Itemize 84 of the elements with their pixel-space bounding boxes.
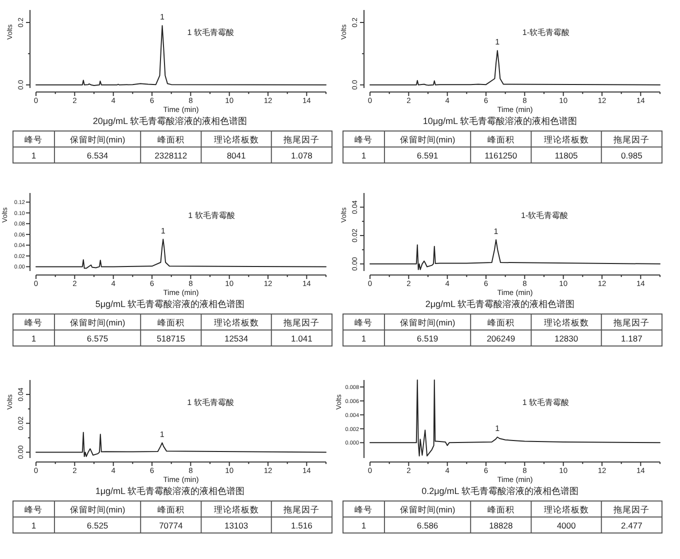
text: 0.985 bbox=[621, 150, 643, 160]
line-series bbox=[36, 432, 326, 458]
text: 保留时间(min) bbox=[70, 318, 126, 328]
annotation: 1 bbox=[494, 226, 499, 236]
text: 0.2μg/mL 软毛青霉酸溶液的液相色谱图 bbox=[422, 486, 578, 496]
annotation: 1 bbox=[495, 424, 500, 434]
line-series bbox=[370, 380, 660, 456]
text: 12534 bbox=[224, 334, 248, 344]
text: 理论塔板数 bbox=[544, 134, 589, 144]
text: 1 bbox=[361, 150, 366, 160]
text: 10μg/mL 软毛青霉酸溶液的液相色谱图 bbox=[422, 116, 578, 126]
text: 保留时间(min) bbox=[400, 318, 456, 328]
text: 1.187 bbox=[621, 334, 643, 344]
text: 理论塔板数 bbox=[544, 318, 589, 328]
text: 206249 bbox=[486, 334, 516, 344]
text: 70774 bbox=[159, 520, 183, 530]
annotation: 1-软毛青霉酸 bbox=[521, 210, 568, 220]
text: 峰号 bbox=[24, 318, 43, 328]
text: 保留时间(min) bbox=[70, 134, 126, 144]
annotation: 1 软毛青霉酸 bbox=[187, 28, 234, 37]
text: 6.525 bbox=[86, 520, 108, 530]
text: 5μg/mL 软毛青霉酸溶液的液相色谱图 bbox=[95, 299, 245, 309]
text: 1161250 bbox=[484, 150, 518, 160]
text: 1 bbox=[31, 520, 36, 530]
text: 6.586 bbox=[416, 520, 438, 530]
text: 保留时间(min) bbox=[70, 504, 126, 514]
line-series bbox=[36, 238, 326, 269]
annotation: 1 bbox=[160, 12, 166, 22]
text: 1.516 bbox=[291, 520, 313, 530]
text: 理论塔板数 bbox=[214, 134, 259, 144]
text: 拖尾因子 bbox=[612, 504, 650, 514]
text: 峰面积 bbox=[487, 318, 514, 328]
text: 518715 bbox=[156, 334, 186, 344]
text: 12830 bbox=[554, 334, 578, 344]
text: 11805 bbox=[554, 150, 578, 160]
text: 8041 bbox=[226, 150, 246, 160]
text: 拖尾因子 bbox=[282, 134, 320, 144]
text: 理论塔板数 bbox=[214, 318, 259, 328]
text: 峰面积 bbox=[157, 318, 184, 328]
text: 拖尾因子 bbox=[612, 134, 650, 144]
line-series bbox=[36, 25, 326, 86]
text: 1 bbox=[31, 334, 36, 344]
text: 峰号 bbox=[24, 504, 43, 514]
text: 1 bbox=[31, 150, 36, 160]
text: 6.591 bbox=[416, 150, 438, 160]
text: 1 bbox=[361, 334, 366, 344]
text: 1μg/mL 软毛青霉酸溶液的液相色谱图 bbox=[95, 486, 245, 496]
text: 6.575 bbox=[86, 334, 108, 344]
text: 峰号 bbox=[24, 134, 43, 144]
annotation: 1 bbox=[160, 226, 166, 236]
annotation: 1 bbox=[160, 430, 165, 439]
text: 峰面积 bbox=[487, 134, 514, 144]
text: 拖尾因子 bbox=[282, 504, 320, 514]
text: 峰面积 bbox=[157, 504, 184, 514]
text: 13103 bbox=[224, 520, 248, 530]
text: 理论塔板数 bbox=[214, 504, 259, 514]
text: 2.477 bbox=[621, 520, 643, 530]
text: 1 bbox=[361, 520, 366, 530]
annotation: 1-软毛青霉酸 bbox=[522, 28, 570, 37]
text: 峰面积 bbox=[487, 504, 514, 514]
text: 峰号 bbox=[354, 134, 373, 144]
text: 理论塔板数 bbox=[544, 504, 589, 514]
text: 1.041 bbox=[291, 334, 313, 344]
line-series bbox=[370, 239, 660, 270]
text: 6.534 bbox=[86, 150, 108, 160]
annotation: 1 bbox=[495, 38, 500, 47]
text: 保留时间(min) bbox=[400, 134, 456, 144]
text: 1.078 bbox=[291, 150, 313, 160]
text: 保留时间(min) bbox=[400, 504, 456, 514]
text: 2μg/mL 软毛青霉酸溶液的液相色谱图 bbox=[425, 299, 575, 309]
text: 拖尾因子 bbox=[282, 318, 320, 328]
annotation: 1 软毛青霉酸 bbox=[188, 210, 235, 220]
text: 6.519 bbox=[416, 334, 438, 344]
text: 峰号 bbox=[354, 504, 373, 514]
text: 18828 bbox=[489, 520, 513, 530]
text: 2328112 bbox=[154, 150, 188, 160]
text: 拖尾因子 bbox=[612, 318, 650, 328]
line-series bbox=[370, 50, 660, 86]
text: 峰号 bbox=[354, 318, 373, 328]
text: 峰面积 bbox=[157, 134, 184, 144]
annotation: 1 软毛青霉酸 bbox=[522, 398, 570, 407]
annotation: 1 软毛青霉酸 bbox=[187, 398, 234, 407]
text: 20μg/mL 软毛青霉酸溶液的液相色谱图 bbox=[92, 116, 248, 126]
text: 4000 bbox=[556, 520, 576, 530]
